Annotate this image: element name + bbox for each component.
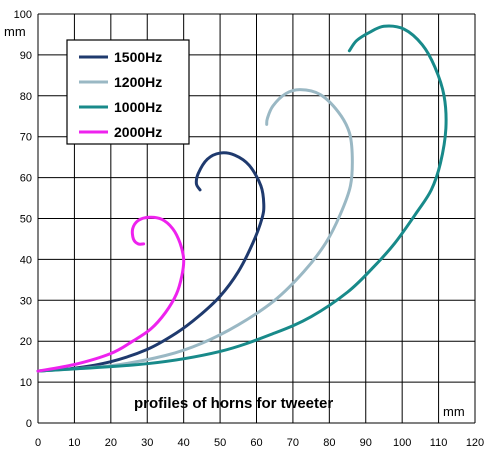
legend-label-2000Hz: 2000Hz (114, 124, 162, 140)
x-tick-label: 20 (105, 437, 117, 449)
chart-title: profiles of horns for tweeter (134, 395, 333, 412)
x-tick-label: 0 (35, 437, 41, 449)
legend-label-1200Hz: 1200Hz (114, 74, 162, 90)
y-tick-label: 90 (20, 50, 32, 62)
y-tick-label: 80 (20, 91, 32, 103)
x-axis-label: mm (443, 404, 465, 419)
x-tick-label: 50 (214, 437, 226, 449)
series-lines (36, 24, 448, 373)
x-tick-label: 100 (393, 437, 411, 449)
series-line-2000Hz (36, 215, 186, 373)
series-line-1000Hz (36, 24, 448, 373)
y-tick-label: 70 (20, 132, 32, 144)
y-tick-label: 60 (20, 173, 32, 185)
y-tick-label: 0 (26, 418, 32, 430)
y-axis-label: mm (4, 24, 26, 39)
series-line-1200Hz (36, 88, 354, 373)
y-tick-labels: 0 10 20 30 40 50 60 70 80 90 100 (14, 9, 32, 430)
x-tick-label: 70 (287, 437, 299, 449)
x-tick-label: 30 (141, 437, 153, 449)
x-tick-label: 40 (178, 437, 190, 449)
x-tick-label: 110 (430, 437, 448, 449)
y-tick-label: 100 (14, 9, 32, 21)
legend-label-1500Hz: 1500Hz (114, 49, 162, 65)
x-tick-label: 90 (360, 437, 372, 449)
legend-label-1000Hz: 1000Hz (114, 99, 162, 115)
x-tick-labels: 0 10 20 30 40 50 60 70 80 90 100 110 120 (35, 437, 484, 449)
x-tick-label: 80 (323, 437, 335, 449)
y-tick-label: 40 (20, 254, 32, 266)
series-line-1500Hz (36, 151, 266, 373)
legend: 1500Hz 1200Hz 1000Hz 2000Hz (66, 39, 190, 145)
x-tick-label: 120 (466, 437, 484, 449)
y-tick-label: 10 (20, 377, 32, 389)
x-tick-label: 10 (68, 437, 80, 449)
x-tick-label: 60 (250, 437, 262, 449)
y-tick-label: 50 (20, 214, 32, 226)
y-tick-label: 20 (20, 336, 32, 348)
y-tick-label: 30 (20, 295, 32, 307)
grid (37, 13, 476, 424)
